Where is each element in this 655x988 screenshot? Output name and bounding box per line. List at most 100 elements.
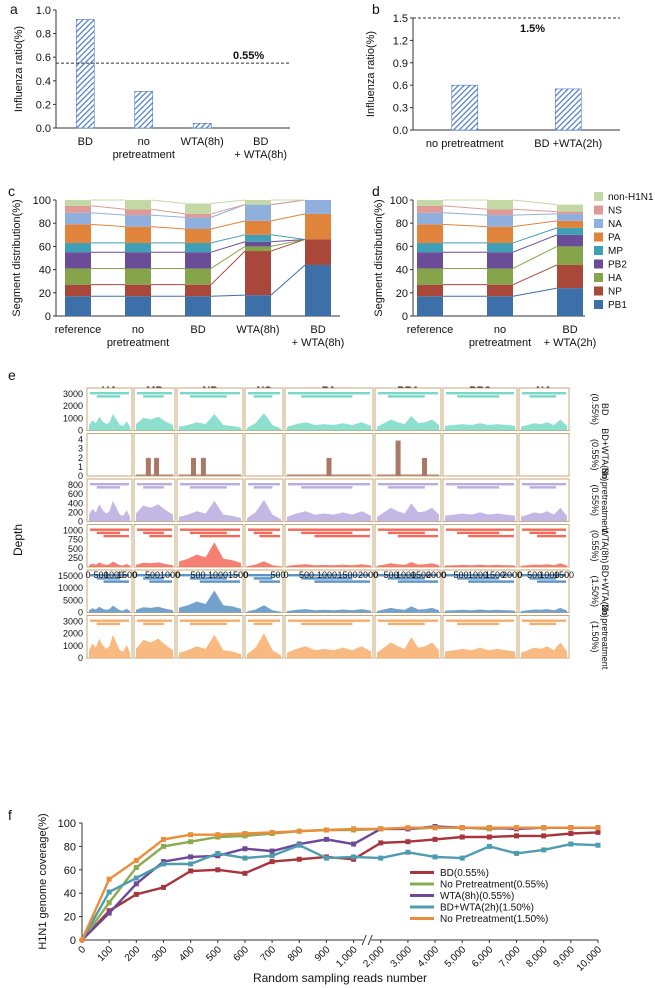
category-label: BD — [190, 324, 205, 336]
legend-swatch — [594, 273, 603, 282]
series-marker — [106, 889, 112, 895]
read-bar — [529, 577, 556, 580]
connector-NA — [512, 213, 558, 216]
label-line: WTA(8h) — [600, 528, 610, 563]
legend-label: NP — [608, 287, 622, 298]
connector-PA — [90, 223, 126, 228]
coverage-area — [179, 590, 241, 613]
category-label: no pretreatment — [426, 138, 504, 150]
y-tick-label: 0.8 — [36, 29, 51, 41]
read-bar — [253, 622, 273, 626]
read-bar — [446, 392, 514, 395]
series-marker — [242, 855, 248, 861]
series-marker — [378, 826, 384, 832]
x-tick-label: 0 — [283, 570, 288, 580]
read-bar — [301, 486, 353, 489]
row-tick-label: 0 — [78, 517, 83, 527]
category-label: WTA(8h) — [181, 136, 224, 148]
series-marker — [160, 884, 166, 890]
coverage-area — [377, 637, 439, 658]
stack-non-H1N1 — [417, 200, 443, 206]
series-marker — [106, 910, 112, 916]
read-bar — [90, 528, 129, 531]
series-marker — [215, 850, 221, 856]
read-bar — [378, 574, 438, 577]
stack-PB1 — [185, 296, 211, 316]
read-bar — [457, 395, 500, 398]
read-bar — [253, 395, 273, 398]
connector-PA — [210, 220, 246, 230]
coverage-area — [377, 415, 439, 431]
x-tick-label: 1500 — [554, 570, 574, 580]
read-bar — [248, 574, 280, 577]
y-tick-label: 40 — [64, 888, 76, 900]
category-label: no pretreatment — [469, 324, 531, 349]
stack-NA — [487, 215, 513, 227]
stack-PB2 — [487, 252, 513, 269]
coverage-area — [89, 414, 130, 431]
series-marker — [486, 834, 492, 840]
row-label: BD+WTA(8h)(0.55%) — [590, 428, 610, 481]
read-bar — [90, 619, 129, 622]
coverage-area — [247, 499, 281, 522]
category-label: BD — [78, 136, 93, 148]
legend-swatch — [594, 259, 603, 269]
read-bar — [143, 486, 164, 489]
read-bar — [457, 577, 500, 580]
stack-non-H1N1 — [487, 200, 513, 210]
stack-NS — [417, 205, 443, 213]
coverage-area — [136, 504, 173, 522]
series-marker — [215, 867, 221, 873]
connector-PB1 — [270, 264, 306, 296]
label-line: pretreatment — [107, 337, 169, 349]
stack-PB2 — [65, 252, 91, 269]
row-tick-label: 10000 — [58, 583, 83, 593]
depth-bar — [191, 457, 196, 476]
read-bar — [387, 577, 425, 580]
label-line: No pretreatment — [600, 468, 610, 534]
stack-PB1 — [245, 295, 271, 316]
category-label: BD +WTA(2h) — [534, 138, 602, 150]
series-marker — [106, 900, 112, 906]
read-bar — [259, 534, 280, 538]
stack-NA — [305, 200, 331, 214]
read-bar — [248, 483, 280, 486]
stack-PA — [305, 213, 331, 240]
read-bar — [199, 580, 240, 583]
legend-swatch — [594, 205, 603, 215]
read-bar — [288, 528, 370, 531]
series-marker — [133, 891, 139, 897]
connector-PB2 — [270, 238, 306, 243]
x-tick-label: 1500 — [117, 570, 137, 580]
label-line: BD+WTA(2h) — [600, 565, 610, 618]
panel-label-e: e — [8, 367, 16, 383]
series-marker — [188, 861, 194, 867]
coverage-area — [287, 609, 371, 613]
legend-label: BD(0.55%) — [440, 868, 489, 879]
legend-swatch — [594, 246, 603, 255]
coverage-area — [521, 507, 567, 522]
cell-HA — [86, 524, 133, 568]
stack-HA — [125, 268, 151, 285]
label-line: (0.55%) — [590, 484, 600, 516]
series-marker — [296, 828, 302, 834]
x-tick-label: 500 — [204, 944, 224, 964]
series-marker — [269, 859, 275, 865]
row-tick-label: 0 — [78, 426, 83, 436]
legend-label: NA — [608, 219, 622, 230]
read-bar — [96, 622, 120, 626]
series-line — [80, 842, 599, 941]
series-marker — [188, 839, 194, 845]
read-bar — [180, 619, 240, 622]
y-tick-label: 100 — [33, 195, 51, 207]
connector-MP — [270, 234, 306, 240]
axis-break — [367, 934, 373, 946]
series-marker — [595, 829, 601, 835]
legend-swatch — [410, 871, 434, 874]
row-tick-label: 3000 — [63, 389, 83, 399]
y-tick-label: 100 — [58, 818, 76, 830]
stack-NA — [245, 204, 271, 221]
legend-label: PB2 — [608, 260, 627, 271]
series-marker — [160, 861, 166, 867]
x-tick-label: 600 — [231, 944, 251, 964]
